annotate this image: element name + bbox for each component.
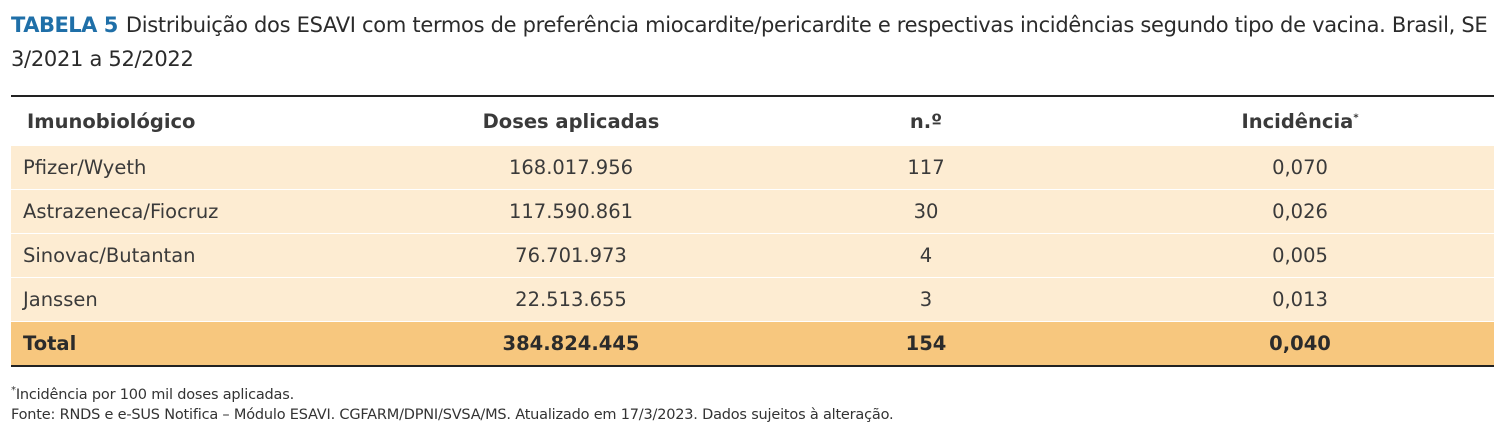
- footnote-note: *Incidência por 100 mil doses aplicadas.: [11, 385, 294, 403]
- cell-n: 30: [746, 189, 1106, 234]
- header-row: Imunobiológico Doses aplicadas n.º Incid…: [11, 95, 1494, 146]
- cell-vaccine: Sinovac/Butantan: [11, 233, 396, 278]
- header-incidence-sup: *: [1353, 112, 1359, 123]
- cell-n: 3: [746, 277, 1106, 322]
- footnote-note-text: Incidência por 100 mil doses aplicadas.: [15, 386, 294, 403]
- cell-incidence: 0,070: [1106, 145, 1494, 190]
- cell-vaccine: Astrazeneca/Fiocruz: [11, 189, 396, 234]
- cell-doses: 168.017.956: [396, 145, 746, 190]
- cell-incidence: 0,013: [1106, 277, 1494, 322]
- header-incidence-label: Incidência: [1241, 109, 1354, 133]
- total-incidence: 0,040: [1106, 321, 1494, 367]
- cell-n: 4: [746, 233, 1106, 278]
- cell-incidence: 0,005: [1106, 233, 1494, 278]
- header-vaccine: Imunobiológico: [11, 95, 396, 146]
- total-doses: 384.824.445: [396, 321, 746, 367]
- total-n: 154: [746, 321, 1106, 367]
- table-row: Astrazeneca/Fiocruz 117.590.861 30 0,026: [11, 189, 1494, 234]
- total-row: Total 384.824.445 154 0,040: [11, 321, 1494, 367]
- header-n: n.º: [746, 95, 1106, 146]
- header-doses: Doses aplicadas: [396, 95, 746, 146]
- cell-doses: 76.701.973: [396, 233, 746, 278]
- header-incidence: Incidência*: [1106, 95, 1494, 146]
- cell-doses: 22.513.655: [396, 277, 746, 322]
- footnote-sup: *: [11, 385, 16, 396]
- cell-n: 117: [746, 145, 1106, 190]
- footnote-source: Fonte: RNDS e e-SUS Notifica – Módulo ES…: [11, 407, 894, 423]
- table-label: TABELA 5: [11, 13, 118, 37]
- table-title: Distribuição dos ESAVI com termos de pre…: [11, 13, 1488, 71]
- table-row: Pfizer/Wyeth 168.017.956 117 0,070: [11, 145, 1494, 190]
- total-label: Total: [11, 321, 396, 367]
- table-row: Janssen 22.513.655 3 0,013: [11, 277, 1494, 322]
- cell-vaccine: Pfizer/Wyeth: [11, 145, 396, 190]
- table-caption: TABELA 5 Distribuição dos ESAVI com termo…: [11, 8, 1501, 76]
- cell-vaccine: Janssen: [11, 277, 396, 322]
- cell-doses: 117.590.861: [396, 189, 746, 234]
- table-row: Sinovac/Butantan 76.701.973 4 0,005: [11, 233, 1494, 278]
- data-table: Imunobiológico Doses aplicadas n.º Incid…: [11, 95, 1494, 367]
- cell-incidence: 0,026: [1106, 189, 1494, 234]
